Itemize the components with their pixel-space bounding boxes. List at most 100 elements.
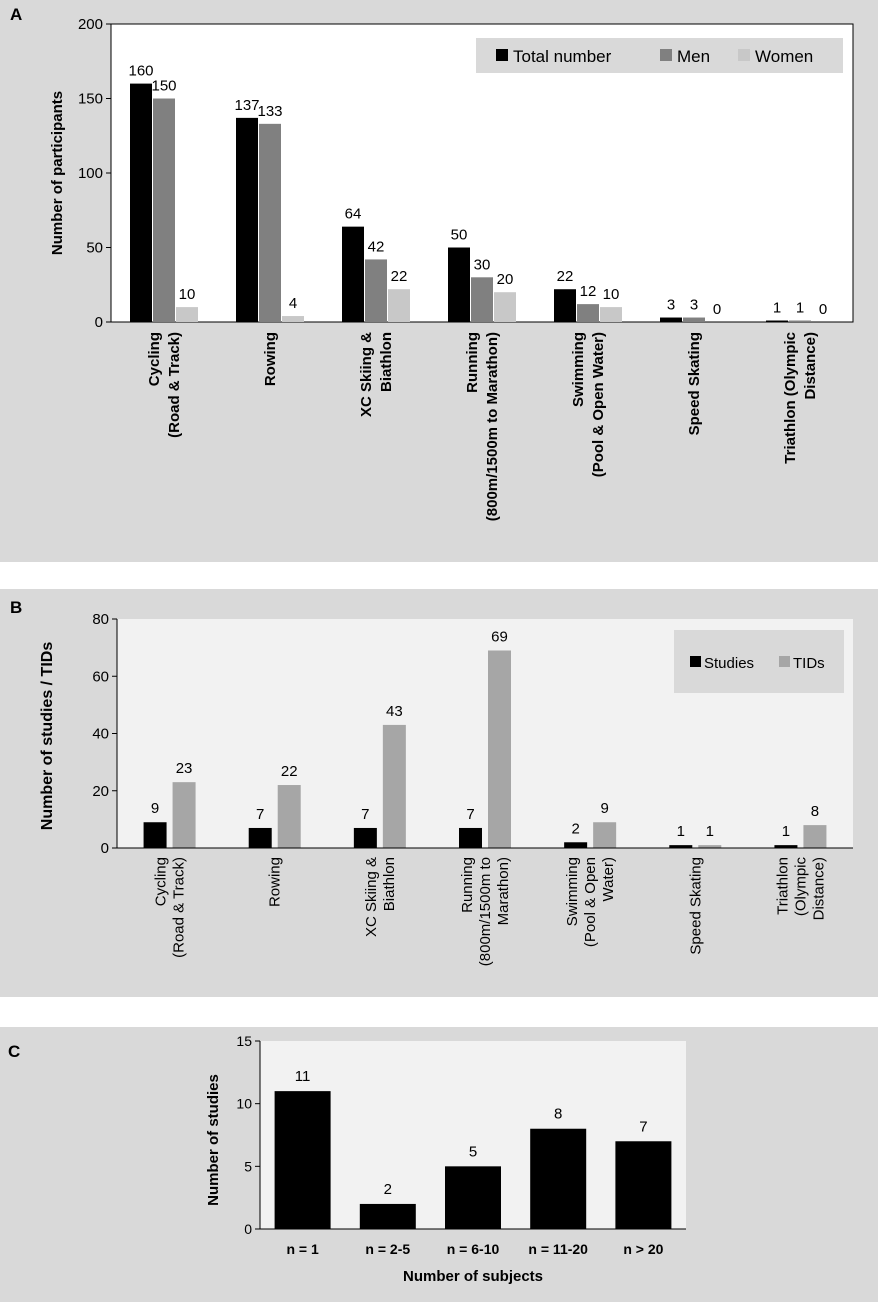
category-label: Marathon) bbox=[495, 857, 512, 925]
category-label: (800m/1500m to Marathon) bbox=[484, 332, 501, 521]
category-label: (Road & Track) bbox=[171, 857, 188, 958]
bar-total-number bbox=[236, 117, 258, 323]
panel-c-y-axis-label: Number of studies bbox=[205, 1074, 222, 1206]
data-label: 4 bbox=[289, 295, 297, 312]
legend-a-label-men: Men bbox=[677, 47, 710, 66]
data-label: 9 bbox=[151, 800, 159, 817]
category-label: (Road & Track) bbox=[166, 332, 183, 438]
data-label: 3 bbox=[667, 297, 675, 314]
panel-a-label: A bbox=[10, 5, 22, 24]
bar-men bbox=[683, 317, 705, 322]
bar-men bbox=[259, 123, 281, 322]
data-label: 30 bbox=[474, 256, 491, 273]
data-label: 43 bbox=[386, 703, 403, 720]
data-label: 22 bbox=[391, 268, 408, 285]
category-label: (Pool & Open Water) bbox=[590, 332, 607, 477]
bar-men bbox=[471, 277, 493, 322]
bar-tids bbox=[277, 785, 301, 848]
y-tick-label: 80 bbox=[92, 611, 109, 628]
panel-a-legend: Total number Men Women bbox=[476, 38, 843, 73]
data-label: 10 bbox=[179, 286, 196, 303]
bar-women bbox=[388, 289, 410, 322]
category-label: Speed Skating bbox=[686, 332, 703, 435]
category-label: n = 1 bbox=[286, 1241, 319, 1257]
data-label: 3 bbox=[690, 297, 698, 314]
category-label: Triathlon bbox=[774, 857, 791, 915]
bar-studies bbox=[445, 1166, 501, 1229]
panel-a-plot-area bbox=[110, 23, 854, 323]
bar-studies bbox=[564, 842, 588, 848]
category-label: n = 2-5 bbox=[365, 1241, 410, 1257]
category-label: Water) bbox=[600, 857, 617, 901]
category-label: Rowing bbox=[267, 857, 284, 907]
bar-tids bbox=[172, 782, 196, 848]
bar-women bbox=[494, 292, 516, 322]
panel-a-y-axis-label: Number of participants bbox=[49, 91, 66, 255]
data-label: 22 bbox=[557, 268, 574, 285]
category-label: Biathlon bbox=[381, 857, 398, 911]
bar-total-number bbox=[130, 83, 152, 322]
category-label: Swimming bbox=[570, 332, 587, 407]
y-tick-label: 20 bbox=[92, 783, 109, 800]
bar-studies bbox=[274, 1091, 331, 1229]
legend-b-background bbox=[674, 630, 844, 693]
data-label: 1 bbox=[677, 823, 685, 840]
category-label: Distance) bbox=[810, 857, 827, 920]
data-label: 0 bbox=[819, 301, 827, 318]
category-label: XC Skiing & bbox=[358, 332, 375, 417]
bar-men bbox=[789, 320, 811, 322]
bar-tids bbox=[698, 845, 722, 848]
panel-b-legend: Studies TIDs bbox=[674, 630, 844, 693]
bar-studies bbox=[669, 845, 693, 848]
legend-b-label-tids: TIDs bbox=[793, 655, 825, 672]
bar-total-number bbox=[448, 247, 470, 322]
data-label: 1 bbox=[773, 300, 781, 317]
data-label: 20 bbox=[497, 271, 514, 288]
category-label: Swimming bbox=[564, 857, 581, 926]
panel-b-label: B bbox=[10, 598, 22, 617]
y-tick-label: 0 bbox=[95, 314, 103, 331]
legend-b-swatch-studies bbox=[690, 656, 701, 667]
data-label: 9 bbox=[600, 800, 608, 817]
bar-men bbox=[153, 98, 175, 322]
data-label: 1 bbox=[706, 823, 714, 840]
category-label: (Pool & Open bbox=[582, 857, 599, 947]
data-label: 23 bbox=[176, 760, 193, 777]
category-label: n = 11-20 bbox=[528, 1241, 588, 1257]
legend-b-swatch-tids bbox=[779, 656, 790, 667]
panel-c-label: C bbox=[8, 1042, 20, 1061]
y-tick-label: 15 bbox=[236, 1033, 252, 1049]
data-label: 69 bbox=[491, 628, 508, 645]
data-label: 7 bbox=[361, 806, 369, 823]
bar-women bbox=[600, 307, 622, 322]
data-label: 133 bbox=[257, 103, 282, 120]
category-label: XC Skiing & bbox=[363, 857, 380, 937]
bar-men bbox=[577, 304, 599, 322]
category-label: n = 6-10 bbox=[447, 1241, 500, 1257]
bar-women bbox=[176, 307, 198, 322]
panel-c-x-axis-label: Number of subjects bbox=[403, 1268, 543, 1285]
bar-total-number bbox=[342, 226, 364, 322]
panel-c: C 11 2 5 8 7 0 5 10 15 n = 1 n = 2-5 n = 6-10 n = … bbox=[0, 1027, 878, 1302]
category-label: n > 20 bbox=[623, 1241, 663, 1257]
data-label: 50 bbox=[451, 227, 468, 244]
bar-tids bbox=[803, 825, 827, 848]
legend-a-swatch-men bbox=[660, 49, 672, 61]
category-label: Speed Skating bbox=[687, 857, 704, 955]
data-label: 22 bbox=[281, 763, 298, 780]
legend-a-swatch-women bbox=[738, 49, 750, 61]
data-label: 8 bbox=[554, 1106, 562, 1123]
legend-a-background bbox=[476, 38, 843, 73]
data-label: 2 bbox=[571, 820, 579, 837]
bar-tids bbox=[593, 822, 617, 848]
data-label: 160 bbox=[128, 63, 153, 80]
bar-total-number bbox=[554, 289, 576, 322]
y-tick-label: 0 bbox=[244, 1221, 252, 1237]
data-label: 8 bbox=[811, 803, 819, 820]
bar-studies bbox=[143, 822, 167, 848]
data-label: 7 bbox=[256, 806, 264, 823]
legend-b-label-studies: Studies bbox=[704, 655, 754, 672]
data-label: 12 bbox=[580, 283, 597, 300]
bar-total-number bbox=[766, 320, 788, 322]
